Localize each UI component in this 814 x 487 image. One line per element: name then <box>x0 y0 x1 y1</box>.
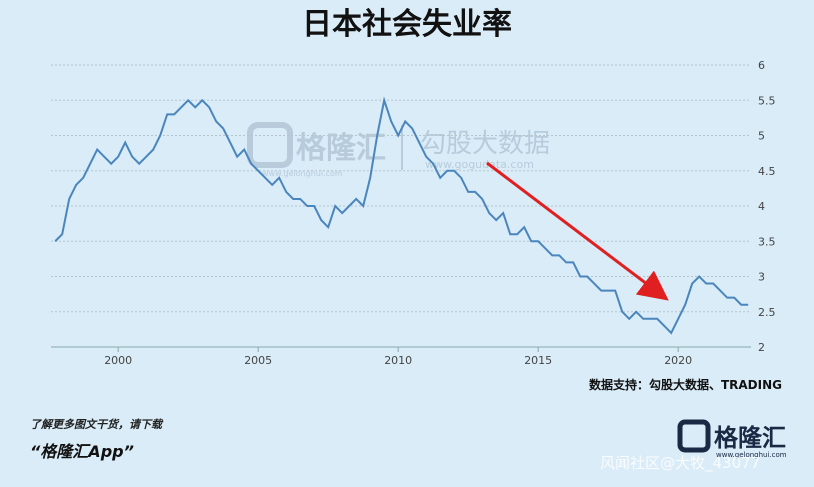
y-tick-label: 4.5 <box>758 165 776 178</box>
x-tick-label: 2000 <box>104 354 132 367</box>
y-tick-label: 3.5 <box>758 235 776 248</box>
watermark-brand: 格隆汇 <box>296 131 386 166</box>
x-tick-label: 2005 <box>244 354 272 367</box>
line <box>54 96 749 335</box>
x-tick-label: 2010 <box>384 354 412 367</box>
y-tick-label: 5 <box>758 130 765 143</box>
source: 数据支持：勾股大数据、TRADING <box>589 377 782 392</box>
watermark-url: www.gelonghui.com <box>262 169 343 178</box>
watermark-partner-url: www.gogudata.com <box>425 158 534 171</box>
app-name: “格隆汇App” <box>30 442 134 461</box>
trend-arrow <box>486 161 669 301</box>
y-tick-label: 2 <box>758 341 765 354</box>
logo: 格隆汇 <box>714 424 786 452</box>
chart-title: 日本社会失业率 <box>302 7 512 42</box>
y-tick-label: 6 <box>758 59 765 72</box>
y-tick-label: 5.5 <box>758 94 776 107</box>
watermark-partner: 勾股大数据 <box>420 129 550 159</box>
x-tick-label: 2020 <box>664 354 692 367</box>
credit: 风闻社区@大牧_43077 <box>600 454 760 473</box>
watermark: 格隆汇 www.gelonghui.com 勾股大数据 www.gogudata… <box>247 122 550 178</box>
y-tick-label: 2.5 <box>758 306 776 319</box>
y-tick-label: 3 <box>758 271 765 284</box>
logo-icon <box>677 419 711 453</box>
promo: 了解更多图文干货，请下载 <box>30 418 164 431</box>
logo-url: www.gelonghui.com <box>716 451 787 459</box>
x-tick-label: 2015 <box>524 354 552 367</box>
y-tick-label: 4 <box>758 200 765 213</box>
